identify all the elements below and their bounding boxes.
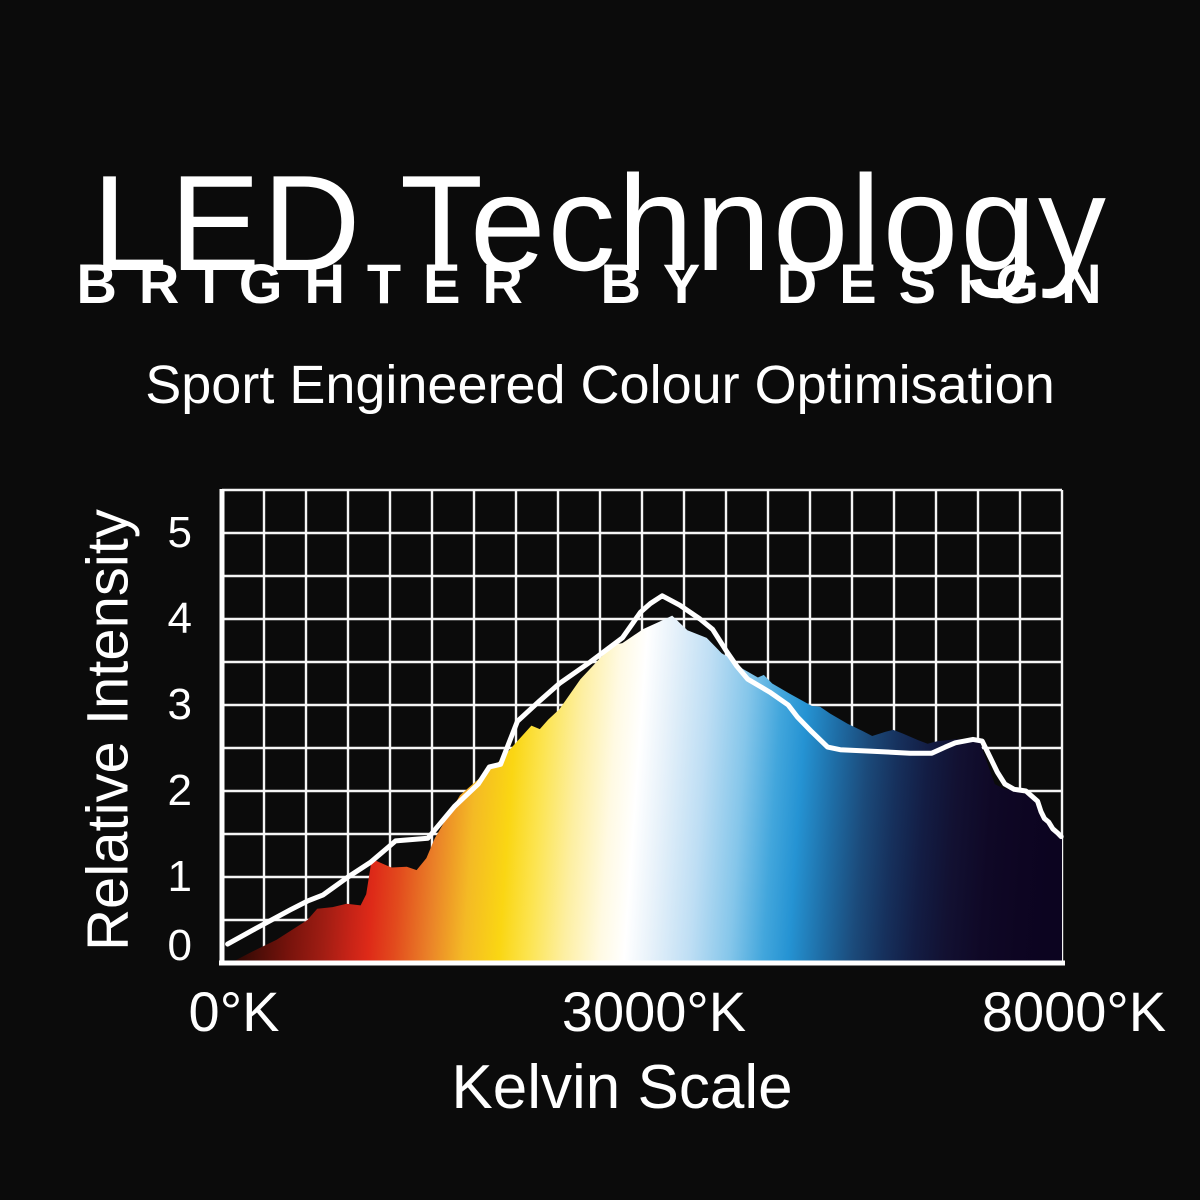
y-tick-4: 4 [167,594,192,643]
x-tick-0: 0°K [188,980,280,1043]
y-tick-0: 0 [167,921,192,970]
page-title: LED Technology [92,147,1108,300]
intensity-curve [225,593,1064,947]
y-tick-1: 1 [167,852,192,901]
spectrum-area [230,615,1062,963]
y-tick-2: 2 [167,766,192,815]
subtitle: Sport Engineered Colour Optimisation [145,355,1055,415]
y-tick-3: 3 [167,680,192,729]
tagline: BRIGHTER BY DESIGN [76,252,1124,315]
x-tick-8000: 8000°K [981,980,1167,1043]
y-tick-5: 5 [167,508,192,557]
x-axis-label: Kelvin Scale [451,1053,793,1122]
x-tick-3000: 3000°K [561,980,747,1043]
